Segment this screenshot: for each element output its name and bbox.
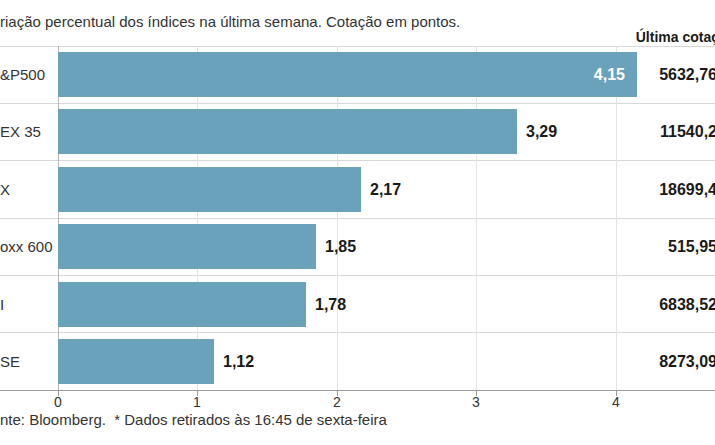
chart-row: oxx 600 1,85 515,95 xyxy=(0,224,715,269)
bar xyxy=(58,167,361,212)
index-label: SE xyxy=(0,339,20,384)
chart-row: &P500 4,15 5632,76 xyxy=(0,52,715,97)
bar-value-label: 1,78 xyxy=(315,296,346,314)
x-tick-label: 0 xyxy=(46,394,70,410)
index-label: I xyxy=(0,282,4,327)
last-quote-value: 18699,4 xyxy=(659,167,715,212)
bar xyxy=(58,339,214,384)
x-tick-label: 3 xyxy=(464,394,488,410)
bar-value-label: 2,17 xyxy=(370,181,401,199)
row-separator xyxy=(0,46,715,47)
bar xyxy=(58,282,306,327)
index-label: X xyxy=(0,167,10,212)
chart-row: X 2,17 18699,4 xyxy=(0,167,715,212)
bar-value-label: 1,12 xyxy=(223,353,254,371)
chart-title: riação percentual dos índices na última … xyxy=(0,13,460,30)
last-quote-value: 6838,52 xyxy=(659,282,715,327)
bar-value-label: 4,15 xyxy=(594,66,625,84)
row-separator xyxy=(0,332,715,333)
x-tick-label: 2 xyxy=(325,394,349,410)
x-axis-line xyxy=(0,390,715,391)
row-separator xyxy=(0,160,715,161)
x-tick-label: 4 xyxy=(604,394,628,410)
last-quote-value: 515,95 xyxy=(668,224,715,269)
row-separator xyxy=(0,103,715,104)
last-quote-column-header: Última cotaç xyxy=(636,29,715,45)
index-label: oxx 600 xyxy=(0,224,53,269)
chart-row: SE 1,12 8273,09 xyxy=(0,339,715,384)
index-label: EX 35 xyxy=(0,109,41,154)
bar-value-label: 3,29 xyxy=(526,123,557,141)
bar xyxy=(58,109,517,154)
chart-canvas: riação percentual dos índices na última … xyxy=(0,0,715,445)
chart-row: I 1,78 6838,52 xyxy=(0,282,715,327)
last-quote-value: 11540,2 xyxy=(660,109,715,154)
row-separator xyxy=(0,275,715,276)
bar xyxy=(58,224,316,269)
bar-value-label: 1,85 xyxy=(325,238,356,256)
source-note: nte: Bloomberg. * Dados retirados às 16:… xyxy=(0,411,387,428)
index-label: &P500 xyxy=(0,52,45,97)
last-quote-value: 8273,09 xyxy=(659,339,715,384)
row-separator xyxy=(0,218,715,219)
bar: 4,15 xyxy=(58,52,637,97)
chart-row: EX 35 3,29 11540,2 xyxy=(0,109,715,154)
last-quote-value: 5632,76 xyxy=(659,52,715,97)
x-tick-label: 1 xyxy=(185,394,209,410)
